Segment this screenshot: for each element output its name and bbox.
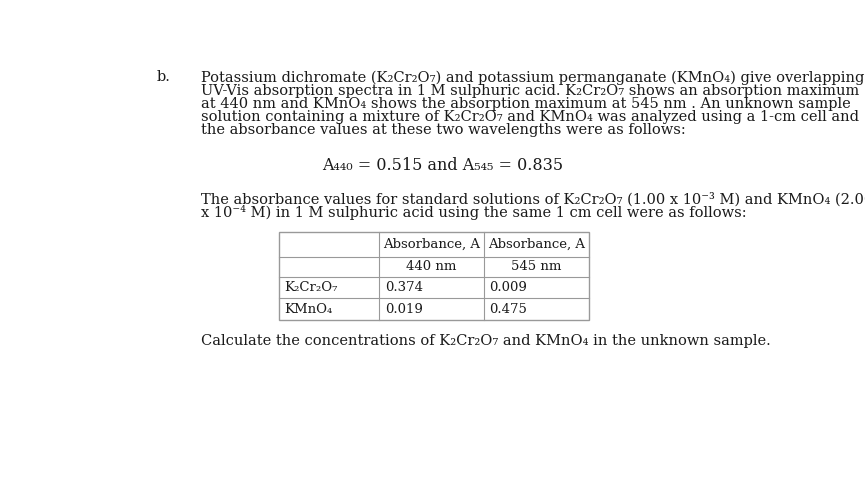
Text: x 10⁻⁴ M) in 1 M sulphuric acid using the same 1 cm cell were as follows:: x 10⁻⁴ M) in 1 M sulphuric acid using th… <box>202 205 746 220</box>
Text: Potassium dichromate (K₂Cr₂O₇) and potassium permanganate (KMnO₄) give overlappi: Potassium dichromate (K₂Cr₂O₇) and potas… <box>202 71 864 85</box>
Text: Calculate the concentrations of K₂Cr₂O₇ and KMnO₄ in the unknown sample.: Calculate the concentrations of K₂Cr₂O₇ … <box>202 334 771 348</box>
Text: K₂Cr₂O₇: K₂Cr₂O₇ <box>284 281 337 294</box>
Text: Absorbance, A: Absorbance, A <box>488 238 585 251</box>
Text: The absorbance values for standard solutions of K₂Cr₂O₇ (1.00 x 10⁻³ M) and KMnO: The absorbance values for standard solut… <box>202 192 865 206</box>
Text: 0.475: 0.475 <box>490 303 528 316</box>
Text: 440 nm: 440 nm <box>407 260 457 273</box>
Text: UV-Vis absorption spectra in 1 M sulphuric acid. K₂Cr₂O₇ shows an absorption max: UV-Vis absorption spectra in 1 M sulphur… <box>202 83 859 97</box>
Text: 545 nm: 545 nm <box>511 260 561 273</box>
Text: 0.374: 0.374 <box>385 281 423 294</box>
Text: 0.019: 0.019 <box>385 303 423 316</box>
Text: 0.009: 0.009 <box>490 281 528 294</box>
Text: solution containing a mixture of K₂Cr₂O₇ and KMnO₄ was analyzed using a 1-cm cel: solution containing a mixture of K₂Cr₂O₇… <box>202 110 859 124</box>
Text: the absorbance values at these two wavelengths were as follows:: the absorbance values at these two wavel… <box>202 123 686 137</box>
Text: Absorbance, A: Absorbance, A <box>383 238 480 251</box>
Text: at 440 nm and KMnO₄ shows the absorption maximum at 545 nm . An unknown sample: at 440 nm and KMnO₄ shows the absorption… <box>202 96 851 111</box>
Text: b.: b. <box>157 71 170 84</box>
Text: A₄₄₀ = 0.515 and A₅₄₅ = 0.835: A₄₄₀ = 0.515 and A₅₄₅ = 0.835 <box>323 158 563 174</box>
Text: KMnO₄: KMnO₄ <box>284 303 332 316</box>
Bar <box>279 232 588 320</box>
